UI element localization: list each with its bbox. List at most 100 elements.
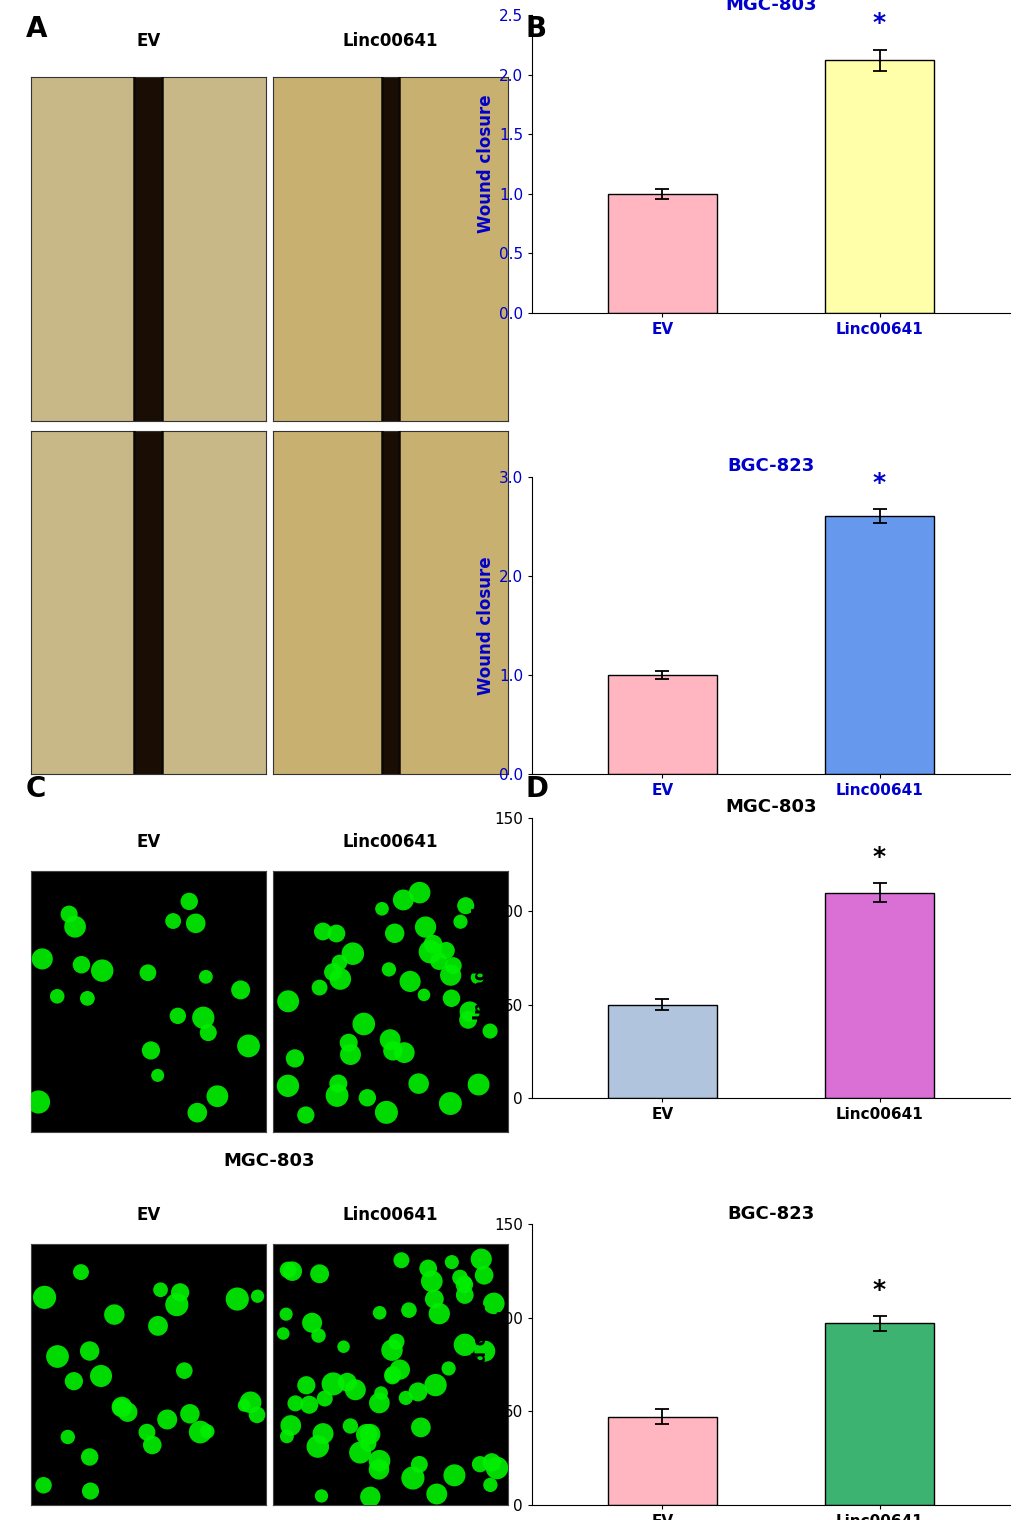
Point	[472, 1452, 488, 1476]
Point	[189, 1100, 205, 1125]
Point	[461, 999, 477, 1023]
Point	[469, 965, 485, 990]
Text: B: B	[525, 15, 546, 43]
Y-axis label: Wound closure: Wound closure	[476, 556, 494, 695]
Point	[198, 965, 214, 990]
Point	[176, 1359, 193, 1383]
Point	[275, 1321, 291, 1345]
Point	[119, 1400, 136, 1424]
Point	[73, 953, 90, 977]
Point	[199, 1420, 215, 1444]
Point	[411, 880, 427, 904]
Point	[152, 1278, 168, 1303]
Point	[428, 1482, 444, 1506]
Point	[384, 1038, 400, 1062]
Point	[325, 1371, 341, 1395]
Point	[83, 1479, 99, 1503]
Point	[279, 1259, 296, 1283]
Text: C: C	[25, 775, 46, 803]
Point	[34, 947, 50, 971]
Point	[362, 1485, 378, 1509]
Point	[344, 941, 361, 965]
Point	[328, 1084, 344, 1108]
Text: MGC-803: MGC-803	[223, 1152, 315, 1170]
Point	[298, 1373, 314, 1397]
Point	[384, 1363, 400, 1388]
Point	[384, 1362, 400, 1386]
Point	[446, 1464, 463, 1488]
Point	[360, 1432, 376, 1456]
Point	[393, 1248, 410, 1272]
Point	[304, 1310, 320, 1335]
Point	[159, 1408, 175, 1432]
Point	[144, 1433, 160, 1458]
Point	[113, 1395, 129, 1420]
Point	[373, 1382, 389, 1406]
Point	[330, 1072, 346, 1096]
Point	[443, 986, 460, 1011]
Text: EV: EV	[136, 1205, 160, 1224]
Point	[395, 1041, 412, 1066]
Point	[243, 1391, 259, 1415]
Point	[249, 1403, 265, 1427]
Text: Linc00641: Linc00641	[342, 32, 438, 50]
Point	[342, 1043, 359, 1067]
Point	[250, 1284, 266, 1309]
Point	[338, 1370, 355, 1394]
Point	[331, 950, 347, 974]
Point	[382, 1028, 398, 1052]
Point	[310, 1324, 326, 1348]
Point	[106, 1303, 122, 1327]
Point	[371, 1458, 387, 1482]
Bar	[607, 195, 716, 313]
Point	[195, 1006, 211, 1031]
Point	[113, 1395, 129, 1420]
Point	[209, 1084, 225, 1108]
Point	[311, 976, 327, 1000]
Text: EV: EV	[136, 833, 160, 851]
Point	[181, 889, 198, 914]
Bar	[382, 78, 398, 421]
Point	[451, 1265, 468, 1289]
Point	[315, 1421, 331, 1446]
Y-axis label: Invaded cells: Invaded cells	[472, 1303, 489, 1426]
Point	[150, 1062, 166, 1087]
Point	[356, 1012, 372, 1037]
Point	[388, 1330, 405, 1354]
Point	[342, 1414, 359, 1438]
Point	[140, 961, 156, 985]
Point	[444, 953, 461, 977]
Point	[298, 1104, 314, 1128]
Point	[37, 1286, 53, 1310]
Point	[278, 1424, 294, 1449]
Point	[437, 938, 453, 962]
Point	[386, 921, 403, 945]
Point	[49, 1344, 65, 1368]
Point	[371, 1301, 387, 1325]
Point	[451, 909, 468, 933]
Point	[397, 1386, 414, 1411]
Bar	[382, 430, 398, 775]
Point	[332, 967, 348, 991]
Point	[310, 1435, 326, 1459]
Bar	[135, 78, 162, 421]
Point	[481, 1018, 497, 1043]
Point	[328, 921, 344, 945]
Text: *: *	[872, 845, 886, 869]
Point	[411, 1452, 427, 1476]
Point	[229, 1287, 246, 1312]
Point	[59, 1424, 75, 1449]
Point	[455, 1272, 472, 1297]
Point	[442, 1091, 459, 1116]
Point	[286, 1046, 303, 1070]
Bar	[607, 1417, 716, 1505]
Point	[287, 1391, 304, 1415]
Point	[440, 1356, 457, 1380]
Bar	[824, 1324, 932, 1505]
Point	[371, 1391, 387, 1415]
Point	[400, 1298, 417, 1322]
Bar	[824, 517, 932, 775]
Point	[442, 964, 459, 988]
Text: Linc00641: Linc00641	[342, 1205, 438, 1224]
Y-axis label: Wound closure: Wound closure	[476, 94, 494, 234]
